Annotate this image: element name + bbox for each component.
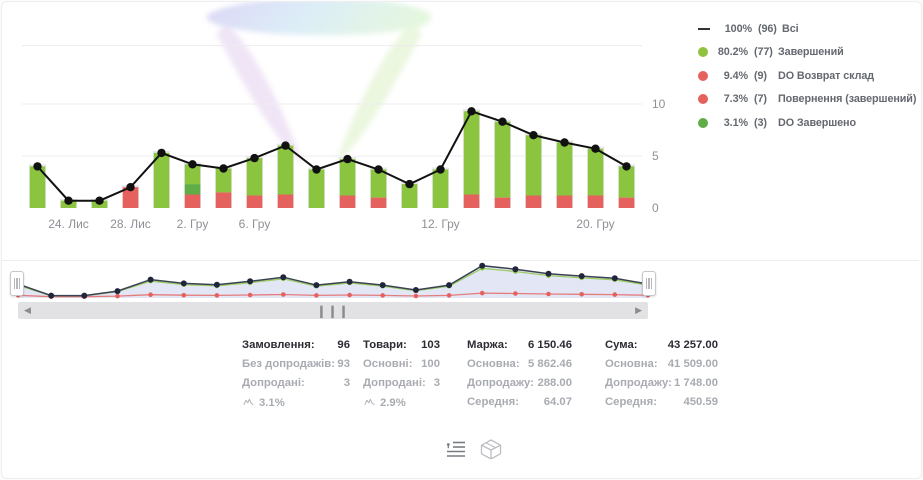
svg-text:20. Гру: 20. Гру <box>576 217 614 231</box>
svg-text:2. Гру: 2. Гру <box>177 217 209 231</box>
svg-text:28. Лис: 28. Лис <box>110 217 151 231</box>
svg-text:5: 5 <box>652 149 659 163</box>
svg-text:24. Лис: 24. Лис <box>48 217 89 231</box>
svg-text:12. Гру: 12. Гру <box>421 217 459 231</box>
svg-text:10: 10 <box>652 97 666 111</box>
svg-text:6. Гру: 6. Гру <box>239 217 271 231</box>
svg-text:0: 0 <box>652 201 659 215</box>
